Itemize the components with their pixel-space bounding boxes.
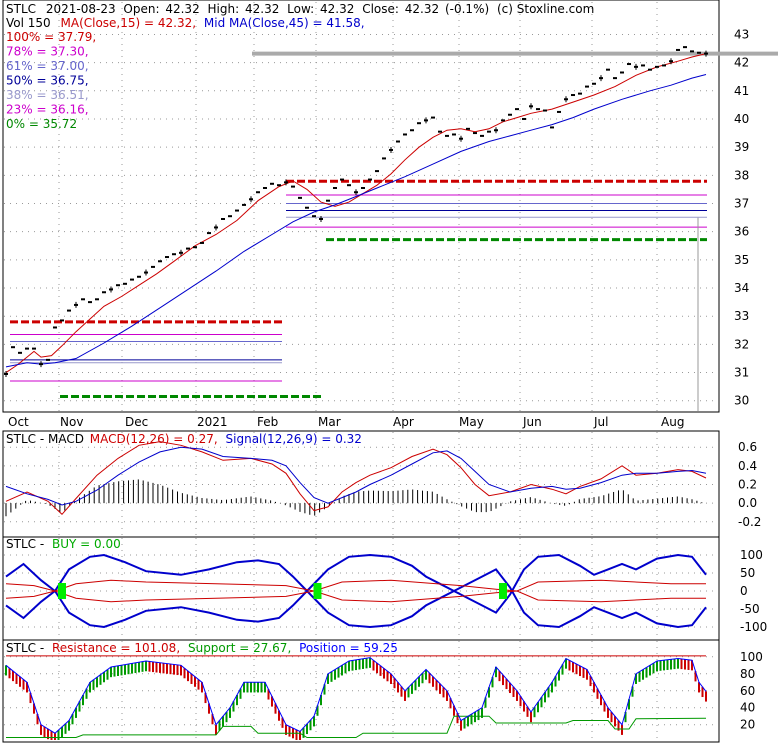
price-x-tick-nov: Nov xyxy=(60,415,83,429)
price-y-tick-42: 42 xyxy=(734,56,749,70)
macd-line-signal xyxy=(5,446,707,506)
macd-line-macd xyxy=(5,441,707,516)
price-y-tick-33: 33 xyxy=(734,309,749,323)
header-low-value: 42.32 xyxy=(320,2,354,16)
resistance-value-label: Resistance = 101.08, xyxy=(52,641,180,655)
price-y-tick-32: 32 xyxy=(734,337,749,351)
price-header: STLC 2021-08-23 Open: 42.32 High: 42.32 … xyxy=(6,2,594,16)
fib-legend-fib38: 38% = 36.51, xyxy=(6,88,89,102)
fib-legend-fib0: 0% = 35.72 xyxy=(6,117,77,131)
macd-value-label: MACD(12,26) = 0.27, xyxy=(90,432,218,446)
fib-legend-fib100: 100% = 37.79, xyxy=(6,30,96,44)
buy-line-mid_upper xyxy=(5,579,706,603)
vol-label: Vol 150 xyxy=(6,16,51,30)
macd-y-tick--0.2: -0.2 xyxy=(738,515,761,529)
price-x-tick-dec: Dec xyxy=(125,415,148,429)
buy-y-tick-50: 50 xyxy=(740,566,755,580)
buy-y-tick-0: 0 xyxy=(740,584,748,598)
position-panel-frame xyxy=(2,639,720,743)
fib-legend: 100% = 37.79,78% = 37.30,61% = 37.00,50%… xyxy=(6,30,96,131)
buy-y-tick--50: -50 xyxy=(740,602,760,616)
pos-y-tick-100: 100 xyxy=(740,650,763,664)
price-y-tick-34: 34 xyxy=(734,281,749,295)
pos-line-position xyxy=(5,657,707,734)
buy-line-upper xyxy=(5,553,707,629)
pos-line-support xyxy=(6,715,707,738)
ma-header: Vol 150 MA(Close,15) = 42.32, Mid MA(Clo… xyxy=(6,16,365,30)
pos-y-tick-80: 80 xyxy=(740,667,755,681)
header-high-value: 42.32 xyxy=(245,2,279,16)
ma45-label: Mid MA(Close,45) = 41.58, xyxy=(204,16,365,30)
price-y-tick-38: 38 xyxy=(734,168,749,182)
pos-y-tick-60: 60 xyxy=(740,684,755,698)
fib-legend-fib23: 23% = 36.16, xyxy=(6,103,89,117)
price-y-tick-36: 36 xyxy=(734,225,749,239)
header-symbol: STLC xyxy=(6,2,36,16)
buy-y-tick-100: 100 xyxy=(740,548,763,562)
header-high-label: High: xyxy=(208,2,240,16)
header-date: 2021-08-23 xyxy=(46,2,116,16)
line-ma15 xyxy=(5,53,707,374)
position-value-label: Position = 59.25 xyxy=(299,641,398,655)
price-x-tick-feb: Feb xyxy=(257,415,278,429)
price-y-tick-35: 35 xyxy=(734,253,749,267)
macd-panel-frame xyxy=(2,430,720,538)
buy-y-tick--100: -100 xyxy=(740,620,767,634)
header-close-label: Close: xyxy=(362,2,399,16)
macd-y-tick-0.4: 0.4 xyxy=(738,459,757,473)
price-x-tick-2021: 2021 xyxy=(197,415,228,429)
fibonacci-lines xyxy=(10,51,778,411)
price-x-tick-mar: Mar xyxy=(318,415,341,429)
price-y-tick-43: 43 xyxy=(734,27,749,41)
fib-legend-fib50: 50% = 36.75, xyxy=(6,74,89,88)
price-panel-frame xyxy=(2,0,720,413)
price-y-tick-31: 31 xyxy=(734,366,749,380)
price-x-tick-apr: Apr xyxy=(393,415,414,429)
price-y-tick-37: 37 xyxy=(734,197,749,211)
fib-legend-fib61: 61% = 37.00, xyxy=(6,59,89,73)
header-low-label: Low: xyxy=(287,2,314,16)
buy-header: STLC - BUY = 0.00 xyxy=(6,537,121,551)
macd-y-tick-0.2: 0.2 xyxy=(738,478,757,492)
pos-y-tick-20: 20 xyxy=(740,718,755,732)
ma15-label: MA(Close,15) = 42.32, xyxy=(61,16,197,30)
price-x-tick-jul: Jul xyxy=(593,415,608,429)
data-series xyxy=(4,46,708,740)
macd-y-tick-0.0: 0.0 xyxy=(738,496,757,510)
position-prefix: STLC - xyxy=(6,641,44,655)
price-y-tick-40: 40 xyxy=(734,112,749,126)
header-change: (-0.1%) xyxy=(445,2,489,16)
buy-line-lower xyxy=(5,553,707,629)
price-y-tick-39: 39 xyxy=(734,140,749,154)
header-open-label: Open: xyxy=(123,2,159,16)
header-open-value: 42.32 xyxy=(165,2,199,16)
macd-header: STLC - MACD MACD(12,26) = 0.27, Signal(1… xyxy=(6,432,362,446)
price-y-tick-30: 30 xyxy=(734,394,749,408)
price-x-tick-oct: Oct xyxy=(8,415,29,429)
fib-legend-fib78: 78% = 37.30, xyxy=(6,45,89,59)
buy-signal-marker-1 xyxy=(313,583,322,599)
header-close-value: 42.32 xyxy=(405,2,439,16)
header-source: (c) Stoxline.com xyxy=(497,2,594,16)
position-header: STLC - Resistance = 101.08, Support = 27… xyxy=(6,641,398,655)
signal-value-label: Signal(12,26,9) = 0.32 xyxy=(226,432,362,446)
price-x-tick-jun: Jun xyxy=(522,415,542,429)
macd-prefix: STLC - MACD xyxy=(6,432,84,446)
buy-value-label: BUY = 0.00 xyxy=(52,537,121,551)
macd-y-tick-0.6: 0.6 xyxy=(738,440,757,454)
buy-signal-marker-0 xyxy=(58,583,66,599)
price-y-tick-41: 41 xyxy=(734,84,749,98)
pos-y-tick-40: 40 xyxy=(740,701,755,715)
buy-prefix: STLC - xyxy=(6,537,44,551)
buy-signal-marker-2 xyxy=(499,583,507,599)
buy-line-mid_lower xyxy=(5,579,706,603)
grid-lines xyxy=(4,2,718,741)
price-x-tick-may: May xyxy=(459,415,484,429)
line-ma45 xyxy=(5,74,707,368)
support-value-label: Support = 27.67, xyxy=(188,641,291,655)
price-x-tick-aug: Aug xyxy=(661,415,684,429)
